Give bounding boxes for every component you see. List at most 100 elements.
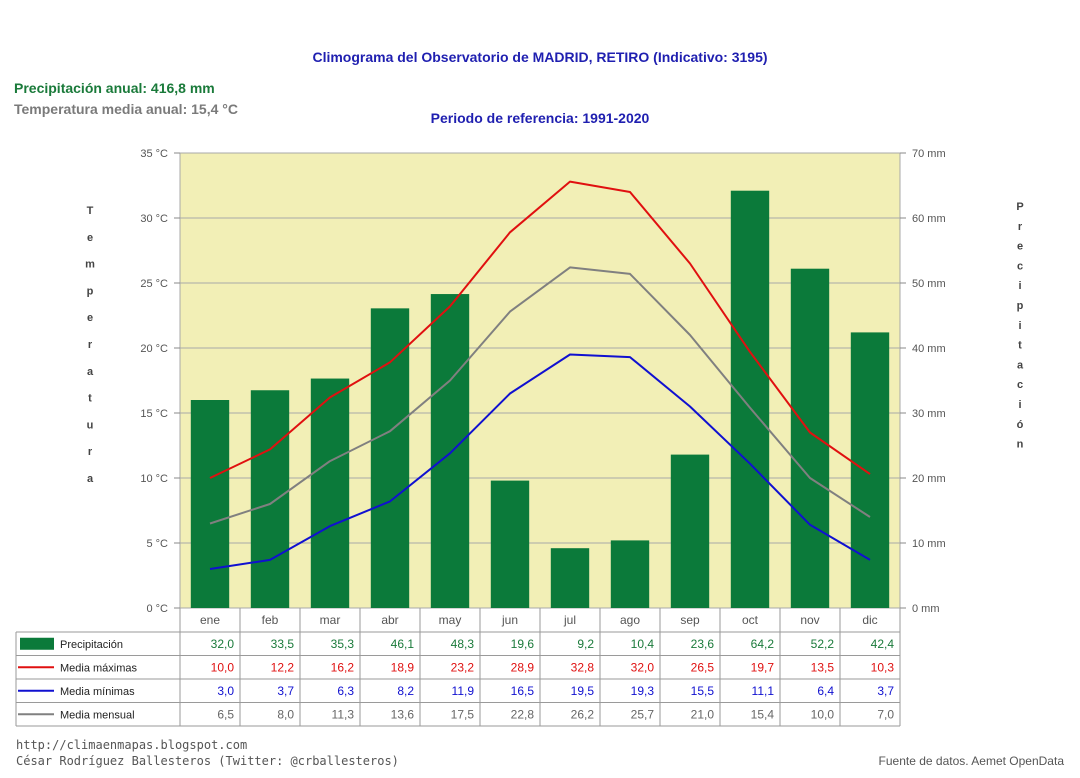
table-value: 8,0 bbox=[277, 707, 294, 721]
table-value: 26,5 bbox=[691, 660, 715, 674]
left-axis-title-letter: e bbox=[87, 232, 93, 244]
data-table: ene feb mar abr may jun jul ago sep oct nov dic Prec… bbox=[15, 608, 901, 727]
table-value: 10,0 bbox=[811, 707, 835, 721]
month-label: mar bbox=[320, 613, 341, 627]
reference-period: Periodo de referencia: 1991-2020 bbox=[430, 110, 650, 126]
left-axis-title-letter: p bbox=[87, 285, 94, 297]
precip-bar bbox=[490, 480, 530, 608]
table-value: 3,0 bbox=[217, 684, 234, 698]
right-axis-title-letter: n bbox=[1017, 439, 1024, 451]
right-axis-title-letter: t bbox=[1018, 340, 1022, 352]
table-value: 11,9 bbox=[452, 684, 475, 698]
right-axis-ticks: 0 mm 10 mm 20 mm 30 mm 40 mm 50 mm 60 mm 70 mm bbox=[900, 148, 946, 615]
precipitation-bars bbox=[190, 190, 890, 608]
table-value: 10,0 bbox=[211, 660, 235, 674]
table-value: 15,4 bbox=[751, 707, 775, 721]
left-axis-ticks: 0 °C 5 °C 10 °C 15 °C 20 °C 25 °C 30 °C 35 °C bbox=[140, 148, 180, 615]
right-axis-title-letter: p bbox=[1017, 300, 1024, 312]
table-value: 32,0 bbox=[631, 660, 655, 674]
line-media-m-ximas bbox=[209, 180, 871, 479]
right-axis-title-letter: P bbox=[1016, 201, 1023, 213]
table-value: 6,5 bbox=[217, 707, 234, 721]
footer-author: César Rodríguez Ballesteros (Twitter: @c… bbox=[16, 754, 399, 768]
table-value: 19,7 bbox=[751, 660, 775, 674]
legend-label-media-m-nimas: Media mínimas bbox=[60, 686, 135, 698]
table-value: 3,7 bbox=[877, 684, 894, 698]
month-label: ago bbox=[620, 613, 640, 627]
table-value: 7,0 bbox=[877, 707, 894, 721]
legend-swatch-precipitaci-n bbox=[20, 637, 54, 650]
month-label: nov bbox=[800, 613, 819, 627]
left-tick-label: 5 °C bbox=[146, 538, 168, 550]
annual-temperature: Temperatura media anual: 15,4 °C bbox=[14, 101, 238, 117]
precip-bar bbox=[430, 294, 470, 608]
left-tick-label: 25 °C bbox=[140, 278, 168, 290]
precip-bar bbox=[370, 308, 410, 608]
table-value: 15,5 bbox=[691, 684, 715, 698]
left-axis-title-letter: T bbox=[87, 205, 94, 217]
table-value: 22,8 bbox=[511, 707, 535, 721]
table-value: 32,0 bbox=[211, 637, 235, 651]
table-value: 42,4 bbox=[871, 637, 895, 651]
left-axis-title-letter: r bbox=[88, 446, 93, 458]
month-label: sep bbox=[680, 613, 700, 627]
left-axis-title: Te m p e r a t u r a bbox=[85, 205, 95, 485]
table-value: 16,2 bbox=[331, 660, 355, 674]
month-label: dic bbox=[862, 613, 877, 627]
table-value: 64,2 bbox=[751, 637, 775, 651]
right-axis-title-letter: ó bbox=[1017, 419, 1024, 431]
table-value: 6,4 bbox=[817, 684, 834, 698]
right-axis-title-letter: c bbox=[1017, 260, 1023, 272]
footer-url[interactable]: http://climaenmapas.blogspot.com bbox=[16, 738, 248, 752]
table-value: 6,3 bbox=[337, 684, 354, 698]
temperature-lines bbox=[209, 180, 871, 570]
precip-bar bbox=[610, 540, 650, 608]
right-axis-title-letter: a bbox=[1017, 359, 1024, 371]
precip-bar bbox=[850, 332, 890, 608]
right-axis-title-letter: i bbox=[1018, 399, 1021, 411]
annual-precipitation: Precipitación anual: 416,8 mm bbox=[14, 80, 215, 96]
table-value: 19,5 bbox=[571, 684, 595, 698]
table-value: 26,2 bbox=[571, 707, 595, 721]
chart-title: Climograma del Observatorio de MADRID, R… bbox=[312, 49, 768, 65]
table-value: 18,9 bbox=[391, 660, 415, 674]
left-axis-label: Te m p e r a t u r a bbox=[85, 205, 95, 485]
right-axis-title-letter: c bbox=[1017, 379, 1023, 391]
table-value: 16,5 bbox=[511, 684, 535, 698]
month-label: feb bbox=[262, 613, 279, 627]
right-tick-label: 40 mm bbox=[912, 343, 946, 355]
precip-bar bbox=[670, 454, 710, 608]
legend-label-media-m-ximas: Media máximas bbox=[60, 662, 138, 674]
month-label: jun bbox=[501, 613, 518, 627]
month-label: ene bbox=[200, 613, 220, 627]
line-media-mensual bbox=[209, 266, 871, 525]
table-value: 10,4 bbox=[631, 637, 655, 651]
left-axis-title-letter: u bbox=[87, 419, 94, 431]
left-tick-label: 35 °C bbox=[140, 148, 168, 160]
right-axis-title-letter: r bbox=[1018, 221, 1023, 233]
table-value: 17,5 bbox=[451, 707, 475, 721]
month-label: oct bbox=[742, 613, 759, 627]
plot-area bbox=[180, 153, 900, 608]
precip-bar bbox=[790, 268, 830, 608]
left-axis-title-letter: e bbox=[87, 312, 93, 324]
table-value: 19,3 bbox=[631, 684, 655, 698]
precip-bar bbox=[730, 190, 770, 608]
left-tick-label: 0 °C bbox=[146, 603, 168, 615]
legend-label-precipitaci-n: Precipitación bbox=[60, 639, 123, 651]
legend-label-media-mensual: Media mensual bbox=[60, 709, 135, 721]
table-value: 13,5 bbox=[811, 660, 835, 674]
table-value: 35,3 bbox=[331, 637, 355, 651]
table-value: 23,2 bbox=[451, 660, 475, 674]
table-value: 11,1 bbox=[752, 684, 775, 698]
precip-bar bbox=[250, 390, 290, 608]
left-axis-title-letter: t bbox=[88, 393, 92, 405]
table-value: 46,1 bbox=[391, 637, 415, 651]
left-tick-label: 10 °C bbox=[140, 473, 168, 485]
right-tick-label: 20 mm bbox=[912, 473, 946, 485]
left-tick-label: 15 °C bbox=[140, 408, 168, 420]
table-value: 3,7 bbox=[277, 684, 294, 698]
left-axis-title-letter: a bbox=[87, 473, 94, 485]
left-tick-label: 30 °C bbox=[140, 213, 168, 225]
table-value: 25,7 bbox=[631, 707, 655, 721]
